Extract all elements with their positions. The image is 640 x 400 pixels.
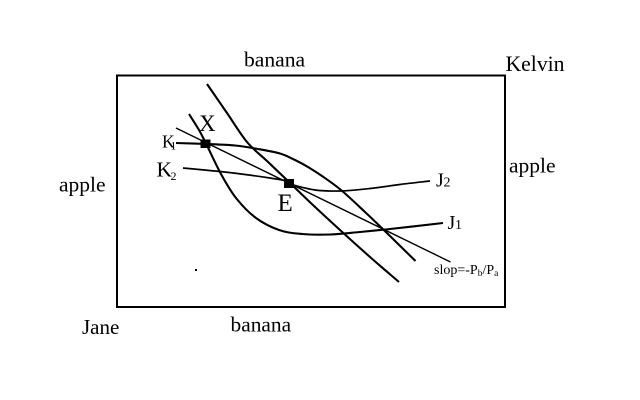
svg-text:K: K [162,131,175,151]
svg-text:banana: banana [231,313,292,337]
svg-text:K: K [157,158,173,182]
svg-text:2: 2 [171,169,177,183]
svg-text:Jane: Jane [82,315,119,339]
svg-text:2: 2 [444,176,451,191]
svg-text:apple: apple [509,154,556,178]
svg-text:X: X [199,111,216,136]
svg-text:J: J [448,212,456,234]
svg-text:1: 1 [455,218,462,233]
svg-text:banana: banana [244,48,306,72]
svg-text:Kelvin: Kelvin [506,52,565,76]
svg-text:J: J [436,170,444,192]
svg-text:apple: apple [59,173,106,197]
svg-text:E: E [278,190,293,217]
svg-text:1: 1 [171,141,177,153]
svg-text:slop=-Pb/Pa: slop=-Pb/Pa [434,263,499,279]
